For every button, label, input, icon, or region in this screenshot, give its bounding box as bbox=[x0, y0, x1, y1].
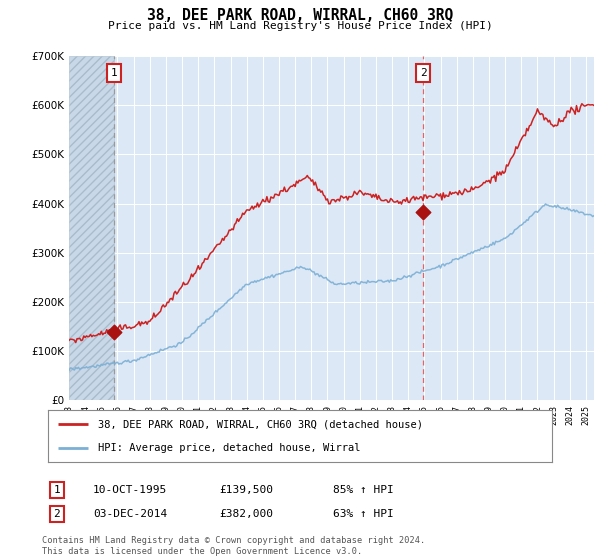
Text: £382,000: £382,000 bbox=[219, 509, 273, 519]
Point bbox=[418, 208, 428, 217]
Text: 85% ↑ HPI: 85% ↑ HPI bbox=[333, 485, 394, 495]
Text: 1: 1 bbox=[110, 68, 117, 78]
Text: 1: 1 bbox=[53, 485, 61, 495]
Text: 38, DEE PARK ROAD, WIRRAL, CH60 3RQ (detached house): 38, DEE PARK ROAD, WIRRAL, CH60 3RQ (det… bbox=[98, 419, 424, 430]
Text: 38, DEE PARK ROAD, WIRRAL, CH60 3RQ: 38, DEE PARK ROAD, WIRRAL, CH60 3RQ bbox=[147, 8, 453, 24]
Text: Contains HM Land Registry data © Crown copyright and database right 2024.
This d: Contains HM Land Registry data © Crown c… bbox=[42, 536, 425, 556]
Text: 03-DEC-2014: 03-DEC-2014 bbox=[93, 509, 167, 519]
Text: 10-OCT-1995: 10-OCT-1995 bbox=[93, 485, 167, 495]
Text: Price paid vs. HM Land Registry's House Price Index (HPI): Price paid vs. HM Land Registry's House … bbox=[107, 21, 493, 31]
Text: 2: 2 bbox=[420, 68, 427, 78]
Text: 2: 2 bbox=[53, 509, 61, 519]
Text: HPI: Average price, detached house, Wirral: HPI: Average price, detached house, Wirr… bbox=[98, 443, 361, 453]
Text: 63% ↑ HPI: 63% ↑ HPI bbox=[333, 509, 394, 519]
Text: £139,500: £139,500 bbox=[219, 485, 273, 495]
Bar bbox=[69, 56, 114, 400]
Point bbox=[109, 327, 119, 336]
